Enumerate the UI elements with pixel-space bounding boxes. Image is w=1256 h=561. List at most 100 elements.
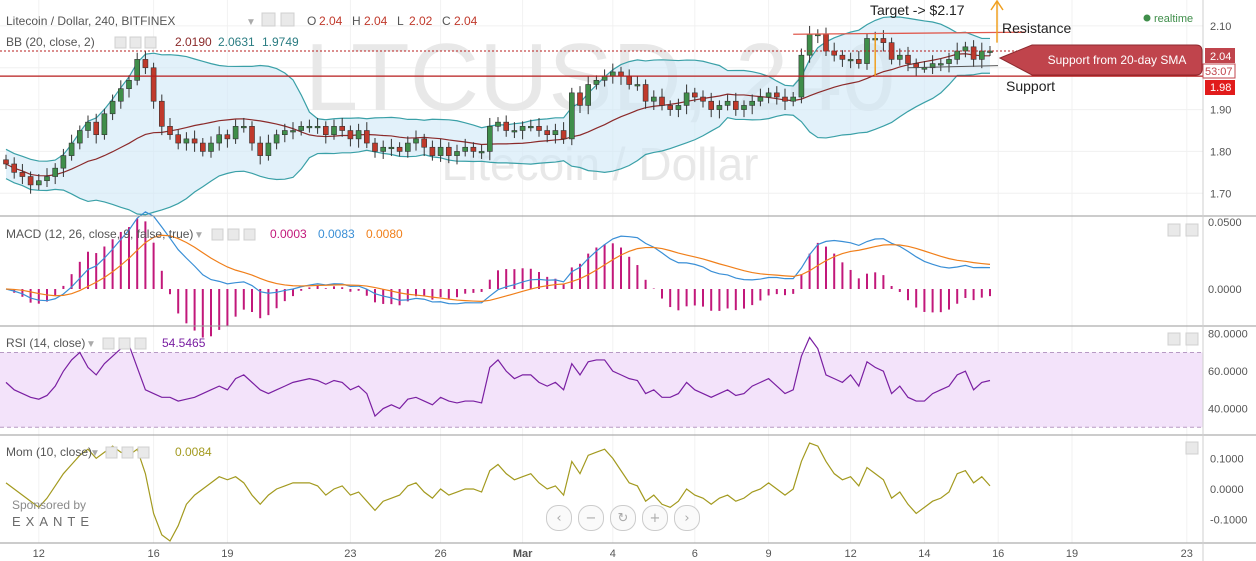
time-axis[interactable]: 12 16 19 23 26 Mar 4 6 9 12 14 16 19 23 [33, 548, 1193, 560]
candle [11, 157, 17, 179]
candle [790, 92, 797, 107]
settings-icon[interactable] [129, 36, 142, 49]
candle [372, 138, 378, 158]
eye-icon[interactable] [211, 228, 224, 241]
candle [749, 94, 756, 115]
candle [839, 50, 846, 67]
candle [93, 113, 99, 144]
chevron-down-icon[interactable]: ▼ [86, 339, 96, 350]
bb-lower-value: 1.9749 [262, 35, 299, 49]
candle [200, 138, 206, 157]
eye-icon[interactable] [102, 337, 115, 350]
candle [68, 134, 75, 161]
candle [519, 121, 526, 140]
callout-box[interactable] [998, 44, 1203, 76]
scroll-right-icon[interactable]: › [674, 505, 700, 531]
close-icon[interactable] [134, 337, 147, 350]
close-icon[interactable] [243, 228, 256, 241]
macd-tick-label: 0.0000 [1208, 284, 1242, 296]
candle [765, 87, 772, 104]
pane-up-button[interactable] [1167, 332, 1181, 346]
candle [486, 117, 493, 161]
candle [19, 163, 26, 185]
annotations[interactable]: Target -> $2.17 Resistance Support Suppo… [870, 2, 1203, 94]
pane-up-button[interactable] [1185, 441, 1199, 455]
price-levels[interactable] [0, 0, 1203, 77]
target-arrowhead-icon [990, 0, 1004, 11]
rsi-band [0, 352, 1203, 428]
candlesticks[interactable] [3, 25, 993, 194]
rsi-label: RSI (14, close) [6, 336, 85, 350]
close-icon[interactable] [137, 446, 150, 459]
macd-line [5, 211, 991, 305]
mom-label: Mom (10, close) [6, 445, 92, 459]
resistance-line[interactable] [793, 31, 1026, 35]
bb-band-fill [6, 16, 990, 215]
candle [757, 88, 764, 107]
candle [970, 40, 977, 67]
chevron-down-icon[interactable]: ▼ [90, 448, 100, 459]
bar-timer-value: 53:07 [1205, 66, 1233, 78]
macd-tick-label: 0.0500 [1208, 217, 1242, 229]
rsi-tick-label: 60.0000 [1208, 366, 1248, 378]
macd-pane[interactable] [5, 211, 991, 338]
rsi-tick-label: 40.0000 [1208, 404, 1248, 416]
pane-up-button[interactable] [1167, 223, 1181, 237]
ohlc-key: C [442, 14, 451, 28]
eye-icon[interactable] [114, 36, 127, 49]
candle [35, 174, 42, 190]
candle [281, 123, 288, 143]
time-tick-label: 23 [1181, 548, 1193, 560]
candle [257, 136, 264, 165]
sponsor-badge[interactable]: Sponsored by EXANTE [12, 498, 94, 529]
candle [593, 75, 600, 90]
candle [527, 119, 534, 132]
candle [249, 121, 255, 151]
candle [634, 76, 641, 91]
candle [314, 117, 321, 134]
target-label: Target -> $2.17 [870, 2, 965, 18]
candle [126, 75, 132, 98]
pane-down-button[interactable] [1185, 332, 1199, 346]
scroll-left-icon[interactable]: ‹ [546, 505, 572, 531]
settings-icon[interactable] [121, 446, 134, 459]
signal-line [5, 234, 991, 302]
close-icon[interactable] [144, 36, 157, 49]
time-tick-label: 12 [844, 548, 856, 560]
candle [568, 87, 575, 146]
chart-navigation[interactable]: ‹ − ↻ + › [546, 505, 700, 531]
eye-icon[interactable] [261, 12, 276, 27]
reset-icon[interactable]: ↻ [610, 505, 636, 531]
eye-icon[interactable] [105, 446, 118, 459]
settings-icon[interactable] [280, 12, 295, 27]
candle [150, 62, 157, 109]
pane-down-button[interactable] [1185, 223, 1199, 237]
settings-icon[interactable] [118, 337, 131, 350]
momentum-pane[interactable] [5, 442, 991, 542]
chevron-down-icon[interactable]: ▼ [194, 230, 204, 241]
candle [552, 123, 559, 144]
ohlc-value: 2.04 [454, 14, 478, 28]
candle [478, 144, 485, 159]
candle [183, 132, 190, 151]
chevron-down-icon[interactable]: ▼ [246, 17, 256, 28]
candle [675, 98, 682, 118]
time-tick-label: 19 [221, 548, 233, 560]
support-trend-line[interactable] [907, 65, 999, 69]
candle [732, 92, 739, 116]
ohlc-key: H [352, 14, 361, 28]
zoom-in-icon[interactable]: + [642, 505, 668, 531]
candle [937, 58, 944, 72]
settings-icon[interactable] [227, 228, 240, 241]
rsi-pane[interactable] [0, 336, 1203, 428]
price-tick-label: 1.70 [1210, 188, 1231, 200]
candle [700, 90, 706, 108]
pane-controls[interactable] [1167, 223, 1199, 455]
zoom-out-icon[interactable]: − [578, 505, 604, 531]
price-tick-label: 2.10 [1210, 21, 1231, 33]
candle [847, 52, 854, 69]
time-tick-label: 16 [992, 548, 1004, 560]
macd-signal-value: 0.0080 [366, 227, 403, 241]
